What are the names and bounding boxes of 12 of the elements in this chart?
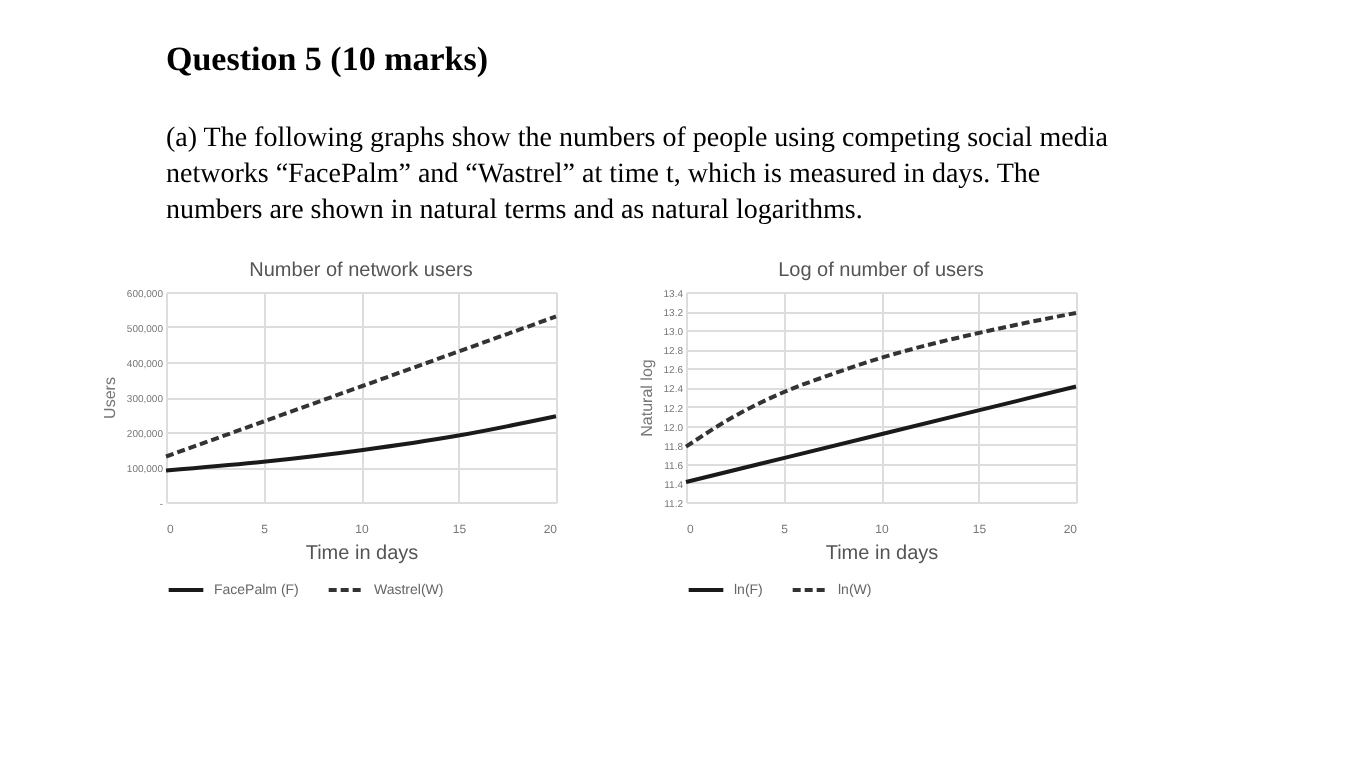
- x-axis-title: Time in days: [825, 543, 939, 565]
- line-series: [164, 414, 558, 473]
- chart-title: Number of network users: [249, 260, 473, 282]
- line-series: [164, 314, 558, 459]
- x-axis-title: Time in days: [305, 543, 419, 565]
- y-axis-title: Users: [100, 377, 119, 419]
- text: (a) The following graphs show the numbers of people using competing social media networks “FacePalm” and “Wastrel” at time t, which is measured in days. The numbers are shown in natural terms and as natural logarithms.: [166, 124, 1110, 226]
- chart-title: Log of number of users: [778, 260, 984, 282]
- y-axis-title: Natural log: [637, 359, 656, 437]
- line-series: [684, 384, 1078, 484]
- line-series: [684, 311, 1078, 449]
- text: Question 5 (10 marks): [166, 40, 489, 78]
